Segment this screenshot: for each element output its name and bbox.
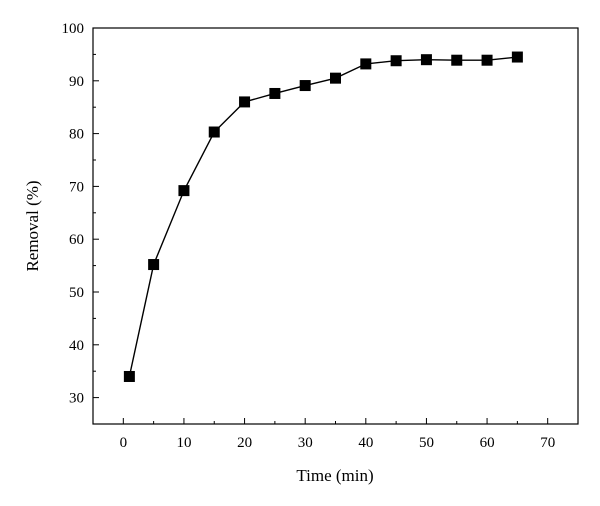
data-point [390,55,402,67]
plot-frame [92,27,579,425]
data-point [330,72,341,84]
x-tick-label: 40 [358,435,373,451]
y-axis-ticks: 30 40 50 60 70 80 90 100 [62,21,99,407]
x-axis-ticks: 0 10 20 30 40 50 60 70 [120,418,555,451]
x-axis-title: Time (min) [296,466,373,485]
y-tick-label: 60 [69,232,84,248]
data-point [481,54,493,66]
x-tick-label: 60 [480,435,495,451]
series-layer [123,51,523,382]
x-tick-label: 50 [419,435,434,451]
x-tick-label: 70 [540,435,555,451]
data-point [239,96,251,108]
x-tick-label: 10 [176,435,191,451]
data-point [511,51,523,63]
y-tick-label: 50 [69,285,84,301]
y-tick-label: 40 [69,338,84,354]
data-point [269,87,281,99]
series-line [128,56,518,377]
data-point [360,58,372,70]
data-point [148,259,160,271]
y-tick-label: 80 [69,127,84,143]
y-tick-label: 70 [69,179,84,195]
y-axis-title: Removal (%) [23,180,42,271]
data-point [420,54,432,66]
y-tick-label: 90 [69,74,84,90]
data-point [299,80,311,92]
data-point [451,54,463,66]
data-point [123,370,135,382]
x-tick-label: 30 [298,435,313,451]
y-tick-label: 100 [62,21,85,37]
data-point [178,185,190,197]
y-tick-label: 30 [69,391,84,407]
x-tick-label: 20 [237,435,252,451]
data-point [208,126,220,138]
x-tick-label: 0 [120,435,128,451]
